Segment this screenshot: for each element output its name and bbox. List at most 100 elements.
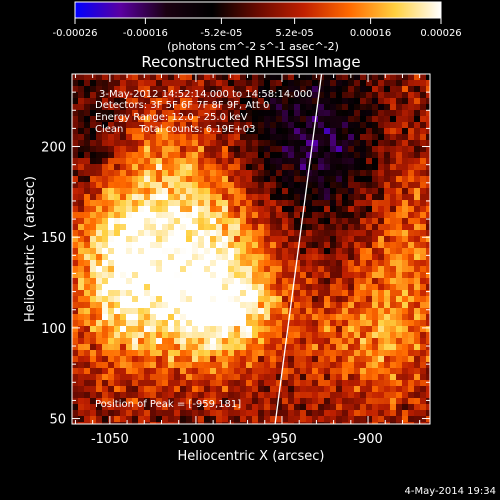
heatmap-cell xyxy=(126,272,133,279)
heatmap-cell xyxy=(132,290,139,297)
heatmap-cell xyxy=(402,362,409,369)
colorbar-tick-label: 0.00016 xyxy=(350,28,391,39)
heatmap-cell xyxy=(288,122,295,129)
heatmap-cell xyxy=(312,386,319,393)
heatmap-cell xyxy=(300,110,307,117)
heatmap-cell xyxy=(276,182,283,189)
heatmap-cell xyxy=(174,176,181,183)
heatmap-cell xyxy=(372,152,379,159)
heatmap-cell xyxy=(216,374,223,381)
heatmap-cell xyxy=(114,260,121,267)
heatmap-cell xyxy=(318,224,325,231)
heatmap-cell xyxy=(144,386,151,393)
heatmap-cell xyxy=(132,170,139,177)
heatmap-cell xyxy=(246,200,253,207)
heatmap-cell xyxy=(270,200,277,207)
heatmap-cell xyxy=(114,224,121,231)
heatmap-cell xyxy=(330,254,337,261)
heatmap-cell xyxy=(150,392,157,399)
heatmap-cell xyxy=(294,206,301,213)
heatmap-cell xyxy=(174,290,181,297)
heatmap-cell xyxy=(144,194,151,201)
heatmap-cell xyxy=(144,122,151,129)
heatmap-cell xyxy=(300,272,307,279)
heatmap-cell xyxy=(336,110,343,117)
heatmap-cell xyxy=(390,146,397,153)
peak-position-label: Position of Peak = [-959,181] xyxy=(95,399,241,410)
heatmap-cell xyxy=(144,80,151,87)
heatmap-cell xyxy=(84,188,91,195)
heatmap-cell xyxy=(360,140,367,147)
heatmap-cell xyxy=(204,302,211,309)
heatmap-cell xyxy=(228,194,235,201)
heatmap-cell xyxy=(426,92,430,99)
heatmap-cell xyxy=(222,368,229,375)
heatmap-cell xyxy=(192,260,199,267)
heatmap-cell xyxy=(378,314,385,321)
heatmap-cell xyxy=(72,146,79,153)
heatmap-cell xyxy=(282,134,289,141)
heatmap-cell xyxy=(414,398,421,405)
heatmap-cell xyxy=(204,284,211,291)
heatmap-cell xyxy=(216,98,223,105)
heatmap-cell xyxy=(282,224,289,231)
heatmap-cell xyxy=(138,410,145,417)
colorbar-tick-label: -5.2e-05 xyxy=(200,28,242,39)
heatmap-cell xyxy=(246,302,253,309)
heatmap-cell xyxy=(402,350,409,357)
heatmap-cell xyxy=(414,332,421,339)
heatmap-cell xyxy=(342,362,349,369)
heatmap-cell xyxy=(78,110,85,117)
heatmap-cell xyxy=(246,422,253,424)
heatmap-cell xyxy=(282,122,289,129)
heatmap-cell xyxy=(96,404,103,411)
heatmap-cell xyxy=(348,368,355,375)
heatmap-cell xyxy=(126,230,133,237)
heatmap-cell xyxy=(282,272,289,279)
heatmap-cell xyxy=(342,212,349,219)
heatmap-cell xyxy=(288,212,295,219)
heatmap-cell xyxy=(156,80,163,87)
heatmap-cell xyxy=(270,134,277,141)
heatmap-cell xyxy=(90,404,97,411)
heatmap-cell xyxy=(180,284,187,291)
heatmap-cell xyxy=(162,92,169,99)
heatmap-cell xyxy=(186,248,193,255)
heatmap-cell xyxy=(198,278,205,285)
heatmap-cell xyxy=(72,404,79,411)
heatmap-cell xyxy=(198,422,205,424)
heatmap-cell xyxy=(426,350,430,357)
heatmap-cell xyxy=(414,320,421,327)
heatmap-cell xyxy=(342,380,349,387)
heatmap-cell xyxy=(84,362,91,369)
heatmap-cell xyxy=(312,278,319,285)
heatmap-cell xyxy=(330,158,337,165)
heatmap-cell xyxy=(162,116,169,123)
heatmap-cell xyxy=(240,224,247,231)
heatmap-cell xyxy=(384,80,391,87)
heatmap-cell xyxy=(204,308,211,315)
heatmap-cell xyxy=(318,122,325,129)
heatmap-cell xyxy=(108,284,115,291)
heatmap-cell xyxy=(78,380,85,387)
heatmap-cell xyxy=(258,110,265,117)
heatmap-cell xyxy=(186,86,193,93)
heatmap-cell xyxy=(246,332,253,339)
heatmap-cell xyxy=(204,254,211,261)
heatmap-cell xyxy=(372,224,379,231)
heatmap-cell xyxy=(138,302,145,309)
heatmap-cell xyxy=(300,176,307,183)
heatmap-cell xyxy=(264,236,271,243)
heatmap-cell xyxy=(108,146,115,153)
heatmap-cell xyxy=(264,218,271,225)
heatmap-cell xyxy=(336,146,343,153)
heatmap-cell xyxy=(342,266,349,273)
heatmap-cell xyxy=(252,104,259,111)
heatmap-cell xyxy=(132,194,139,201)
heatmap-cell xyxy=(276,80,283,87)
heatmap-cell xyxy=(312,332,319,339)
heatmap-cell xyxy=(240,194,247,201)
heatmap-cell xyxy=(396,320,403,327)
heatmap-cell xyxy=(138,176,145,183)
heatmap-cell xyxy=(102,80,109,87)
